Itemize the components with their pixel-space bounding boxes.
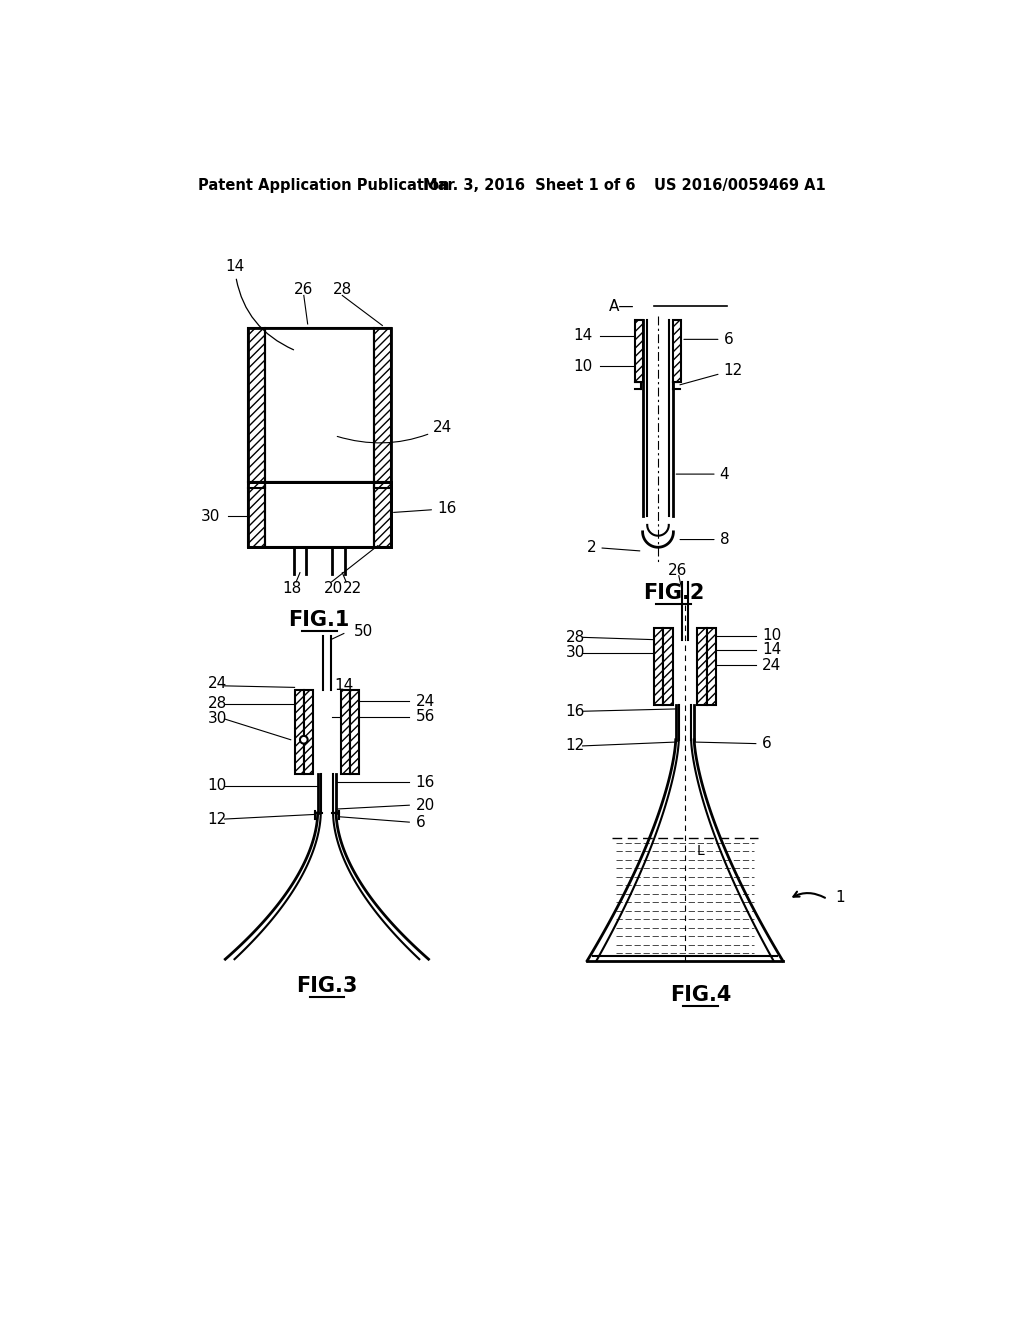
Text: 4: 4: [676, 466, 729, 482]
Text: 14: 14: [573, 327, 593, 343]
Text: A—: A—: [609, 298, 635, 314]
Text: L: L: [696, 845, 705, 858]
Text: 30: 30: [208, 711, 227, 726]
Bar: [248, 327, 264, 482]
Bar: [374, 482, 391, 548]
Bar: [248, 327, 391, 482]
Bar: [707, 628, 716, 705]
Text: FIG.4: FIG.4: [670, 986, 731, 1006]
Bar: [654, 628, 664, 705]
Text: 26: 26: [294, 281, 313, 297]
Text: 16: 16: [393, 502, 457, 516]
Text: 10: 10: [208, 779, 226, 793]
Text: 24: 24: [416, 694, 435, 709]
Bar: [264, 482, 374, 548]
Text: 30: 30: [202, 510, 220, 524]
Text: 12: 12: [565, 738, 585, 754]
Text: 24: 24: [208, 676, 226, 692]
Text: 18: 18: [283, 581, 302, 595]
Bar: [248, 327, 391, 482]
Bar: [248, 482, 264, 548]
Bar: [664, 628, 673, 705]
Text: 28: 28: [565, 630, 585, 645]
Text: 26: 26: [668, 562, 687, 578]
Text: 56: 56: [416, 709, 435, 725]
Text: 20: 20: [416, 797, 435, 813]
Text: 12: 12: [208, 812, 226, 826]
Circle shape: [300, 737, 307, 743]
Text: 28: 28: [208, 696, 226, 711]
Text: 6: 6: [684, 331, 733, 347]
Text: 14: 14: [335, 678, 354, 693]
Text: 2: 2: [587, 540, 640, 554]
Bar: [264, 327, 374, 482]
Text: 12: 12: [680, 363, 742, 385]
Text: 14: 14: [762, 642, 781, 657]
Text: 24: 24: [337, 420, 453, 444]
Text: 6: 6: [416, 814, 425, 830]
Text: Mar. 3, 2016  Sheet 1 of 6: Mar. 3, 2016 Sheet 1 of 6: [423, 178, 636, 193]
Bar: [350, 689, 359, 775]
Text: 8: 8: [680, 532, 729, 546]
Text: 16: 16: [416, 775, 435, 789]
Bar: [674, 321, 681, 381]
Bar: [304, 689, 313, 775]
Bar: [248, 482, 391, 548]
Text: 30: 30: [565, 645, 585, 660]
Text: US 2016/0059469 A1: US 2016/0059469 A1: [654, 178, 826, 193]
Bar: [374, 327, 391, 482]
Text: 10: 10: [762, 628, 781, 643]
Text: 6: 6: [762, 737, 772, 751]
Text: FIG.1: FIG.1: [289, 610, 350, 631]
Text: 14: 14: [225, 259, 294, 350]
Text: 1: 1: [836, 890, 845, 906]
Bar: [295, 689, 304, 775]
Text: 50: 50: [354, 624, 373, 639]
Text: 24: 24: [762, 657, 781, 673]
Text: FIG.3: FIG.3: [296, 977, 357, 997]
Text: 22: 22: [343, 581, 361, 595]
Text: 20: 20: [324, 581, 343, 595]
Bar: [248, 482, 391, 548]
Bar: [635, 321, 643, 381]
Text: Patent Application Publication: Patent Application Publication: [199, 178, 450, 193]
Text: 16: 16: [565, 704, 585, 719]
Bar: [697, 628, 707, 705]
Bar: [341, 689, 350, 775]
Text: 28: 28: [333, 281, 352, 297]
Text: 10: 10: [573, 359, 593, 374]
Text: FIG.2: FIG.2: [643, 583, 705, 603]
